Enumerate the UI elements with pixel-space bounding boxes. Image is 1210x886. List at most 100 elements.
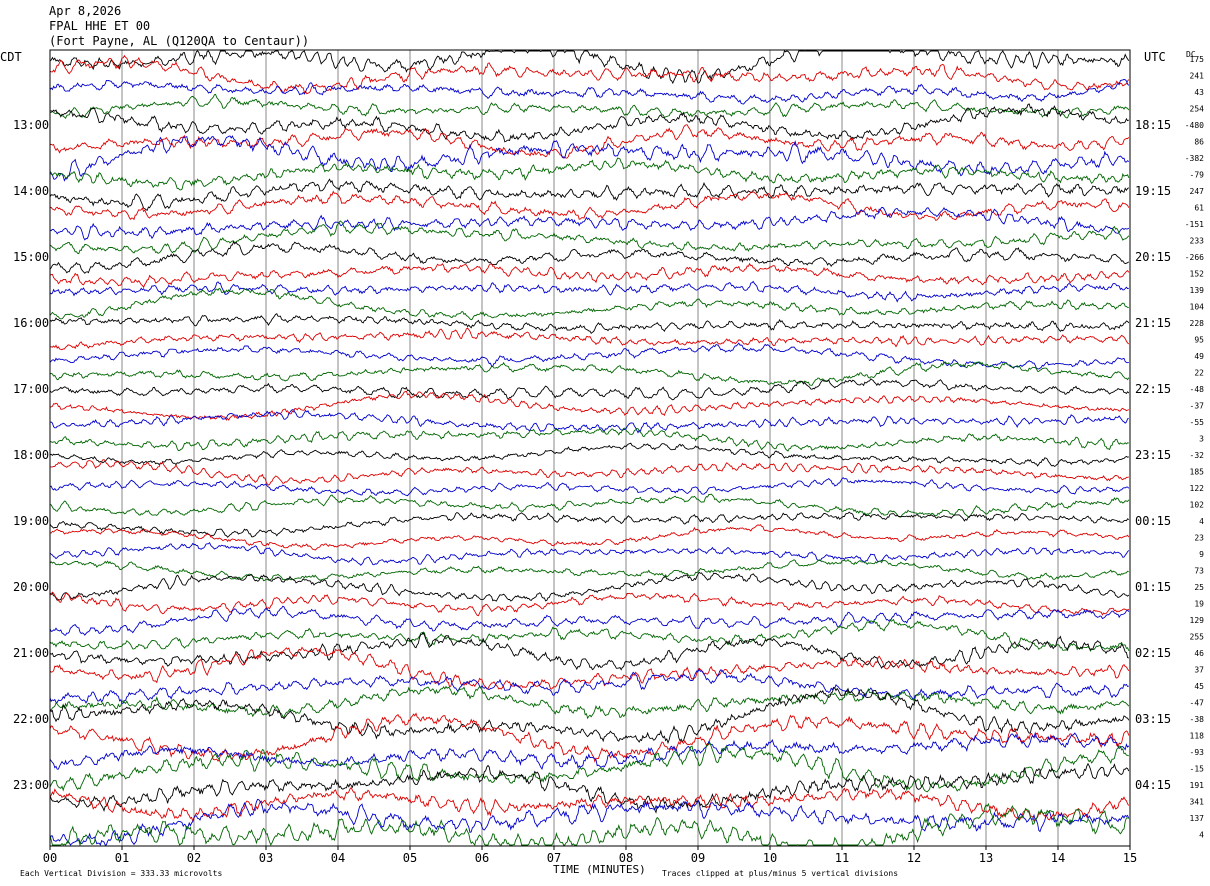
x-tick-label: 15 <box>1123 851 1137 865</box>
dc-offset-value: -15 <box>1190 764 1205 773</box>
x-tick-label: 09 <box>691 851 705 865</box>
seismic-trace-26 <box>49 477 1130 497</box>
utc-hour-label: 23:15 <box>1135 448 1171 462</box>
dc-offset-value: 22 <box>1194 369 1204 378</box>
cdt-hour-label: 13:00 <box>13 118 49 132</box>
utc-hour-label: 04:15 <box>1135 778 1171 792</box>
dc-offset-value: 86 <box>1194 138 1204 147</box>
grid-lines <box>49 50 1131 846</box>
seismic-trace-3 <box>49 93 1130 119</box>
x-tick-label: 00 <box>43 851 57 865</box>
dc-offset-value: 152 <box>1190 270 1205 279</box>
cdt-hour-label: 23:00 <box>13 778 49 792</box>
utc-hour-label: 20:15 <box>1135 250 1171 264</box>
dc-offset-value: 129 <box>1190 616 1205 625</box>
dc-offset-value: 185 <box>1190 468 1205 477</box>
dc-offset-value: -48 <box>1190 385 1205 394</box>
dc-offset-value: -47 <box>1190 698 1205 707</box>
seismic-trace-37 <box>49 646 1130 690</box>
dc-offset-value: -79 <box>1190 171 1205 180</box>
dc-offset-value: 255 <box>1190 632 1205 641</box>
dc-offset-value: -32 <box>1190 451 1205 460</box>
seismic-trace-5 <box>49 124 1130 159</box>
seismic-trace-44 <box>49 762 1130 814</box>
seismic-trace-7 <box>49 157 1130 191</box>
dc-offset-value: 19 <box>1194 599 1204 608</box>
dc-offset-value: -37 <box>1190 402 1205 411</box>
dc-offset-value: 3 <box>1199 435 1204 444</box>
dc-offset-labels: 17524143254-48086-382-7924761-151233-266… <box>1185 55 1204 839</box>
left-time-labels: 13:00 14:00 15:00 16:00 17:00 18:00 19:00 20:00… <box>13 118 49 792</box>
seismic-trace-4 <box>49 103 1130 143</box>
dc-offset-value: -55 <box>1190 418 1205 427</box>
seismic-trace-8 <box>49 178 1130 211</box>
dc-offset-value: 25 <box>1194 583 1204 592</box>
seismic-trace-28 <box>49 511 1130 538</box>
cdt-hour-label: 16:00 <box>13 316 49 330</box>
dc-offset-value: 4 <box>1199 517 1204 526</box>
dc-offset-value: 191 <box>1190 781 1205 790</box>
seismic-trace-16 <box>49 313 1130 334</box>
plot-border <box>49 49 1131 847</box>
footer-scale-note: Each Vertical Division = 333.33 microvol… <box>20 869 222 878</box>
x-tick-label: 03 <box>259 851 273 865</box>
seismic-trace-22 <box>49 409 1129 434</box>
utc-hour-label: 02:15 <box>1135 646 1171 660</box>
dc-offset-value: 9 <box>1199 550 1204 559</box>
seismic-trace-18 <box>49 342 1129 370</box>
utc-hour-label: 19:15 <box>1135 184 1171 198</box>
cdt-hour-label: 14:00 <box>13 184 49 198</box>
dc-offset-value: 49 <box>1194 352 1204 361</box>
seismic-trace-39 <box>49 685 1130 720</box>
dc-offset-value: 118 <box>1190 731 1205 740</box>
x-tick-label: 02 <box>187 851 201 865</box>
footer-clip-note: Traces clipped at plus/minus 5 vertical … <box>662 869 898 878</box>
seismic-trace-33 <box>49 591 1130 617</box>
dc-offset-value: 102 <box>1190 501 1205 510</box>
seismic-trace-1 <box>49 54 1130 95</box>
dc-offset-value: 104 <box>1190 303 1205 312</box>
header-location: (Fort Payne, AL (Q120QA to Centaur)) <box>49 34 310 48</box>
dc-offset-value: 23 <box>1194 533 1204 542</box>
trace-group <box>49 50 1130 847</box>
seismic-trace-24 <box>49 442 1129 467</box>
cdt-hour-label: 19:00 <box>13 514 49 528</box>
utc-hour-label: 18:15 <box>1135 118 1171 132</box>
seismic-trace-15 <box>49 287 1129 321</box>
seismic-trace-43 <box>49 742 1130 793</box>
seismic-trace-2 <box>49 79 1130 105</box>
dc-offset-value: 247 <box>1190 187 1205 196</box>
dc-offset-value: 4 <box>1199 830 1204 839</box>
cdt-hour-label: 22:00 <box>13 712 49 726</box>
seismic-trace-47 <box>49 802 1129 847</box>
seismic-trace-35 <box>49 618 1130 652</box>
right-time-labels: 18:15 19:15 20:15 21:15 22:15 23:15 00:15 01:15… <box>1135 118 1171 792</box>
dc-offset-value: 139 <box>1190 286 1205 295</box>
x-tick-label: 12 <box>907 851 921 865</box>
dc-offset-value: 341 <box>1190 797 1205 806</box>
seismic-trace-46 <box>49 798 1130 846</box>
seismic-trace-29 <box>49 524 1130 551</box>
x-tick-label: 07 <box>547 851 561 865</box>
x-tick-label: 06 <box>475 851 489 865</box>
dc-offset-value: 254 <box>1190 105 1205 114</box>
seismic-trace-38 <box>49 668 1129 704</box>
x-axis-label: TIME (MINUTES) <box>553 863 646 876</box>
dc-offset-value: 175 <box>1190 55 1205 64</box>
dc-label: DC <box>1186 50 1196 59</box>
cdt-hour-label: 17:00 <box>13 382 49 396</box>
seismic-trace-23 <box>49 427 1129 452</box>
seismic-trace-30 <box>49 541 1130 566</box>
seismic-trace-19 <box>50 361 1130 386</box>
utc-hour-label: 22:15 <box>1135 382 1171 396</box>
x-tick-label: 08 <box>619 851 633 865</box>
x-tick-label: 14 <box>1051 851 1065 865</box>
seismic-trace-32 <box>49 571 1130 602</box>
x-tick-label: 13 <box>979 851 993 865</box>
dc-offset-value: -266 <box>1185 253 1204 262</box>
seismic-trace-6 <box>49 135 1130 182</box>
cdt-hour-label: 21:00 <box>13 646 49 660</box>
dc-offset-value: 45 <box>1194 682 1204 691</box>
seismic-trace-12 <box>49 240 1130 274</box>
